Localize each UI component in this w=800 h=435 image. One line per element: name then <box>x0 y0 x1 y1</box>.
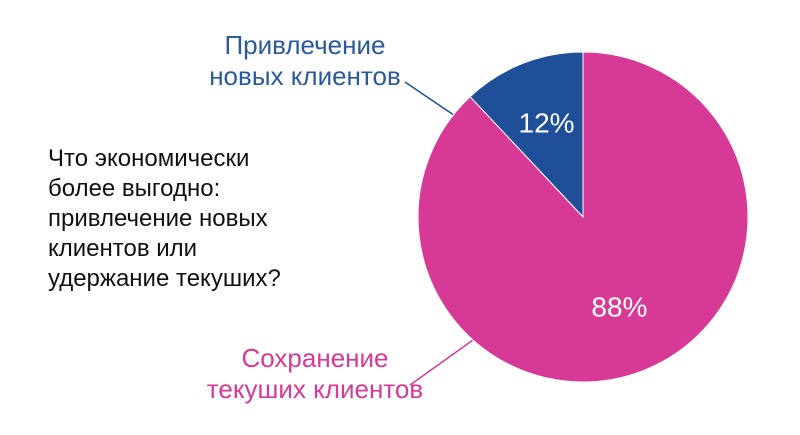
leader-line <box>409 334 481 386</box>
pie-slice <box>469 51 584 219</box>
value-label: 12% <box>519 107 575 138</box>
slice-label: Привлечение новых клиентов <box>209 30 401 91</box>
slice-label: Сохранение текуших клиентов <box>207 343 423 404</box>
text-line: текуших клиентов <box>207 374 423 404</box>
annotation: Что экономически более выгодно: привлечени… <box>48 145 281 292</box>
text-line: Сохранение <box>241 343 388 373</box>
text-line: клиентов или <box>48 235 197 262</box>
text-line: более выгодно: <box>48 175 220 202</box>
text-line: Привлечение <box>224 30 385 60</box>
text-line: привлечение новых <box>48 205 268 232</box>
text-line: удержание текуших? <box>48 265 281 292</box>
pie-slice <box>417 51 749 383</box>
text-line: новых клиентов <box>209 61 401 91</box>
value-label: 88% <box>591 291 647 322</box>
text-line: Что экономически <box>48 145 249 172</box>
